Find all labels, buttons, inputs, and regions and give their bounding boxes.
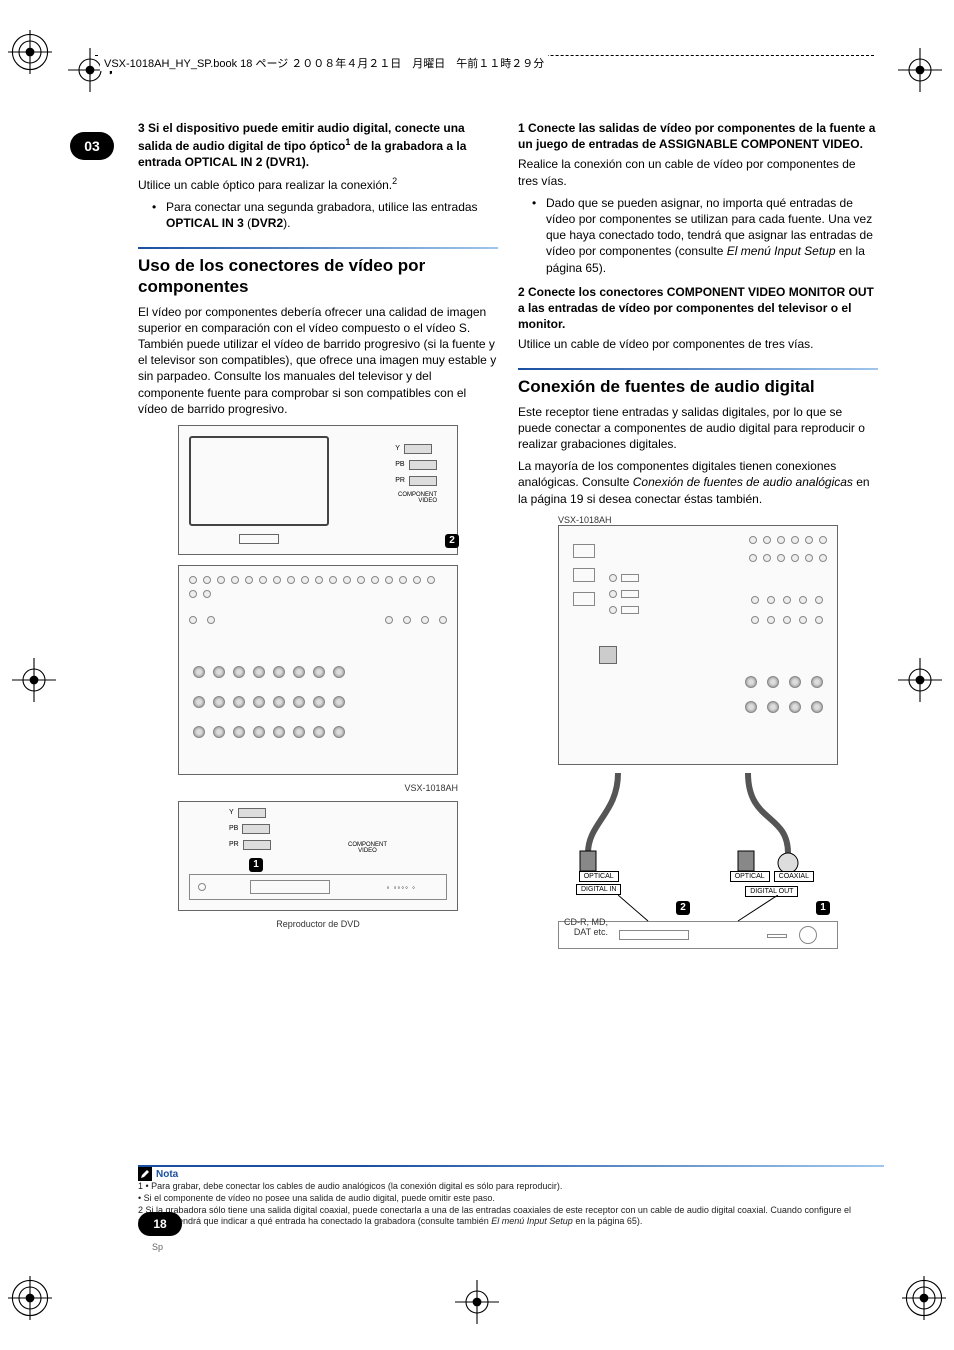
- r-section-body1: Este receptor tiene entradas y salidas d…: [518, 404, 878, 453]
- optical-cable-left: [578, 773, 658, 873]
- optical-in-block: OPTICAL DIGITAL IN: [576, 871, 621, 895]
- digital-audio-diagram: VSX-1018AH: [518, 515, 878, 953]
- component-video-diagram: Y PB PR COMPONENT VIDEO 2 TV: [138, 425, 498, 929]
- r-step1-bullets: Dado que se pueden asignar, no importa q…: [518, 195, 878, 276]
- step3-bullet1: Para conectar una segunda grabadora, uti…: [156, 199, 498, 231]
- nota-line2: • Si el componente de vídeo no posee una…: [138, 1193, 884, 1205]
- left-column: 3 Si el dispositivo puede emitir audio d…: [138, 120, 498, 937]
- dvd-rca-y: Y: [229, 809, 234, 816]
- rca-y: Y: [395, 445, 400, 452]
- tv-screen: [189, 436, 329, 526]
- connector-lines: [618, 895, 778, 925]
- rca-pb: PB: [395, 461, 404, 468]
- optical-label-l: OPTICAL: [579, 871, 619, 882]
- print-mark-bl: [8, 1276, 52, 1320]
- digital-connectors: OPTICAL DIGITAL IN OPTICAL COAXIAL DIGIT…: [558, 773, 838, 953]
- right-column: 1 Conecte las salidas de vídeo por compo…: [518, 120, 878, 961]
- r-step1-title: 1 Conecte las salidas de vídeo por compo…: [518, 120, 878, 152]
- nota3b: en la página 65).: [573, 1216, 643, 1226]
- r-section-body2: La mayoría de los componentes digitales …: [518, 458, 878, 507]
- dvd-rca-stack: Y PB PR: [229, 808, 271, 850]
- r-receiver-panel: [558, 525, 838, 765]
- nota-rule: [138, 1165, 884, 1167]
- optical-out-block: OPTICAL COAXIAL DIGITAL OUT: [730, 871, 814, 897]
- b1d: DVR2: [251, 216, 283, 230]
- tv-stand: [239, 534, 279, 544]
- nota-label: Nota: [156, 1169, 178, 1180]
- print-mark-br: [902, 1276, 946, 1320]
- section-heading-left: Uso de los conectores de vídeo por compo…: [138, 255, 498, 298]
- page-content: 03 3 Si el dispositivo puede emitir audi…: [70, 120, 884, 1250]
- section-rule-left: [138, 247, 498, 249]
- b1b: OPTICAL IN 3: [166, 216, 244, 230]
- rb1i: El menú Input Setup: [727, 244, 836, 258]
- step3-body: Utilice un cable óptico para realizar la…: [138, 175, 498, 193]
- tv-rca-stack: Y PB PR COMPONENT VIDEO: [395, 444, 437, 504]
- step3-body-text: Utilice un cable óptico para realizar la…: [138, 178, 392, 192]
- header-filename: VSX-1018AH_HY_SP.book 18 ページ ２００８年４月２１日 …: [100, 55, 548, 71]
- rsb2i: Conexión de fuentes de audio analógicas: [633, 475, 853, 489]
- section-heading-right: Conexión de fuentes de audio digital: [518, 376, 878, 397]
- dvd-tray: ◦ ◦◦◦◦ ◦: [189, 874, 447, 900]
- nota-section: Nota 1 • Para grabar, debe conectar los …: [138, 1167, 884, 1228]
- pencil-icon: [138, 1167, 152, 1181]
- nota-line1: 1 • Para grabar, debe conectar los cable…: [138, 1181, 884, 1193]
- section-body-left: El vídeo por componentes debería ofrecer…: [138, 304, 498, 417]
- print-mark-tr: [898, 48, 942, 92]
- coax-cable-right: [718, 773, 818, 873]
- dvd-rca-pr: PR: [229, 841, 239, 848]
- comp-video-lbl: COMPONENT VIDEO: [395, 492, 437, 504]
- cable-num-1: 1: [249, 858, 263, 872]
- dvd-rca-pb: PB: [229, 825, 238, 832]
- receiver-caption: VSX-1018AH: [138, 783, 458, 793]
- rca-pr: PR: [395, 477, 405, 484]
- step3-title: 3 Si el dispositivo puede emitir audio d…: [138, 120, 498, 171]
- print-mark-tl: [8, 30, 52, 74]
- r-step1-body: Realice la conexión con un cable de víde…: [518, 156, 878, 188]
- chapter-badge: 03: [70, 132, 114, 160]
- dvd-box: Y PB PR 1 COMPONENT VIDEO ◦ ◦◦◦◦ ◦: [178, 801, 458, 911]
- page-number-badge: 18: [138, 1212, 182, 1236]
- b1a: Para conectar una segunda grabadora, uti…: [166, 200, 478, 214]
- nota-line3: 2 Si la grabadora sólo tiene una salida …: [138, 1205, 884, 1228]
- section-rule-right: [518, 368, 878, 370]
- print-mark-lm: [12, 658, 56, 702]
- r-bullet1: Dado que se pueden asignar, no importa q…: [536, 195, 878, 276]
- coaxial-label: COAXIAL: [774, 871, 814, 882]
- step3-bullets: Para conectar una segunda grabadora, uti…: [138, 199, 498, 231]
- digital-in-label: DIGITAL IN: [576, 884, 621, 895]
- print-mark-bm: [455, 1280, 499, 1324]
- page-lang: Sp: [152, 1242, 163, 1252]
- print-mark-rm: [898, 658, 942, 702]
- dvd-caption: Reproductor de DVD: [138, 919, 498, 929]
- r-cable-num-1: 1: [816, 901, 830, 915]
- r-step2-title: 2 Conecte los conectores COMPONENT VIDEO…: [518, 284, 878, 333]
- b1e: ).: [283, 216, 290, 230]
- optical-label-r: OPTICAL: [730, 871, 770, 882]
- nota3i: El menú Input Setup: [491, 1216, 573, 1226]
- dvd-comp-lbl: COMPONENT VIDEO: [348, 842, 387, 854]
- r-receiver-caption: VSX-1018AH: [558, 515, 878, 525]
- receiver-panel: [178, 565, 458, 775]
- cable-num-2: 2: [445, 534, 459, 548]
- step3-body-sup: 2: [392, 176, 397, 186]
- r-step2-body: Utilice un cable de vídeo por componente…: [518, 336, 878, 352]
- tv-box: Y PB PR COMPONENT VIDEO 2: [178, 425, 458, 555]
- device-label: CD-R, MD, DAT etc.: [548, 917, 608, 937]
